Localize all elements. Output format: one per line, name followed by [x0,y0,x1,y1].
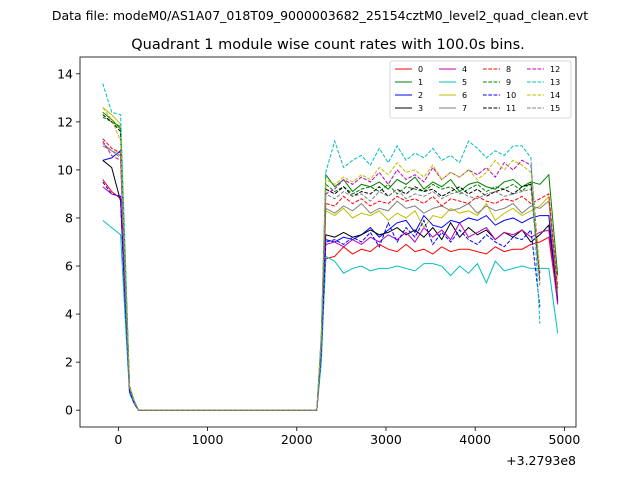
x-tick-label: 3000 [370,432,402,447]
legend-label-3: 3 [418,104,423,113]
legend-label-12: 12 [550,65,560,74]
legend-label-1: 1 [418,78,423,87]
series-line-5 [102,219,559,411]
legend-label-4: 4 [462,65,467,74]
series-line-3 [102,159,559,411]
y-tick-label: 6 [65,259,73,274]
x-tick-label: 2000 [281,432,313,447]
legend-label-7: 7 [462,104,467,113]
legend-label-9: 9 [506,78,511,87]
legend-label-13: 13 [550,78,560,87]
series-line-2 [102,149,559,411]
legend-label-8: 8 [506,65,511,74]
series-line-15 [102,145,541,411]
legend-label-15: 15 [550,104,560,113]
legend-label-5: 5 [462,78,467,87]
y-tick-label: 0 [65,403,73,418]
legend-label-10: 10 [506,91,516,100]
x-tick-label: 5000 [548,432,580,447]
x-tick-label: 4000 [459,432,491,447]
legend-box [389,60,572,119]
x-offset-label: +3.2793e8 [506,453,576,468]
legend-label-0: 0 [418,65,423,74]
data-file-suptitle: Data file: modeM0/AS1A07_018T09_90000036… [52,8,588,23]
axes: 0 1000 2000 3000 4000 5000+3.2793e80246810121… [57,56,580,468]
legend-label-2: 2 [418,91,423,100]
y-tick-label: 10 [57,162,73,177]
x-tick-label: 1000 [192,432,224,447]
series-line-12 [102,140,541,411]
chart-title: Quadrant 1 module wise count rates with … [131,37,525,53]
y-tick-label: 8 [65,210,73,225]
legend-label-11: 11 [506,104,516,113]
series-line-14 [102,107,541,411]
legend-label-6: 6 [462,91,467,100]
series-line-7 [102,143,559,411]
y-tick-label: 12 [57,114,73,129]
plot-lines [102,83,559,411]
legend-label-14: 14 [550,91,560,100]
y-tick-label: 14 [57,66,73,81]
plot-frame [79,56,577,428]
x-tick-label: 0 [114,432,122,447]
series-line-0 [102,179,559,411]
y-tick-label: 4 [65,307,73,322]
y-tick-label: 2 [65,355,73,370]
series-line-10 [102,181,541,411]
series-line-4 [102,186,559,411]
